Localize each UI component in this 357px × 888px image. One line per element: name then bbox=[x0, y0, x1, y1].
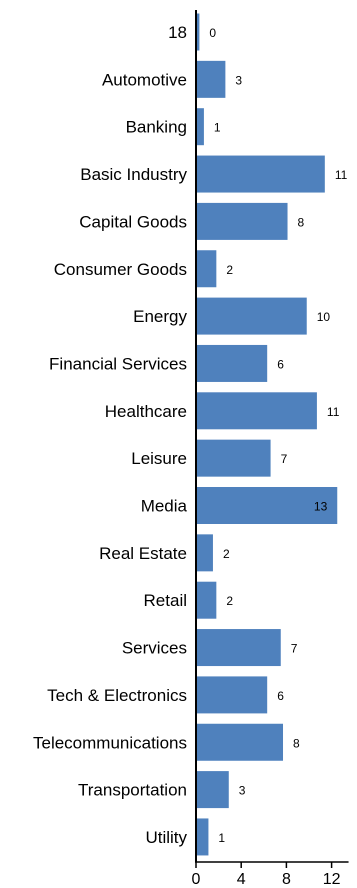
value-label-utility: 1 bbox=[218, 831, 225, 845]
x-tick-label-4: 4 bbox=[237, 871, 246, 888]
bar-media bbox=[196, 487, 338, 524]
category-label-18: 18 bbox=[168, 23, 187, 42]
category-label-leisure: Leisure bbox=[131, 449, 187, 468]
value-label-consumer-goods: 2 bbox=[226, 263, 233, 277]
x-axis-ticks: 0 4 8 12 bbox=[192, 862, 341, 888]
category-label-energy: Energy bbox=[133, 307, 187, 326]
category-label-automotive: Automotive bbox=[102, 70, 187, 89]
value-label-retail: 2 bbox=[226, 594, 233, 608]
category-label-capital-goods: Capital Goods bbox=[79, 212, 187, 231]
bar-services bbox=[196, 629, 281, 667]
category-label-banking: Banking bbox=[126, 118, 187, 137]
value-label-transportation: 3 bbox=[239, 784, 246, 798]
category-label-tech-and-electronics: Tech & Electronics bbox=[47, 686, 187, 705]
value-label-capital-goods: 8 bbox=[298, 215, 305, 229]
bar-telecommunications bbox=[196, 723, 284, 761]
category-label-services: Services bbox=[122, 639, 187, 658]
value-label-basic-industry: 11 bbox=[335, 168, 348, 182]
value-label-banking: 1 bbox=[214, 121, 221, 135]
bar-leisure bbox=[196, 439, 271, 477]
category-label-telecommunications: Telecommunications bbox=[33, 733, 187, 752]
category-labels: 18 Automotive Banking Basic Industry Capital… bbox=[33, 23, 188, 847]
category-label-retail: Retail bbox=[144, 591, 187, 610]
category-label-healthcare: Healthcare bbox=[105, 402, 187, 421]
bar-banking bbox=[196, 108, 204, 146]
value-label-leisure: 7 bbox=[281, 452, 288, 466]
category-label-financial-services: Financial Services bbox=[49, 354, 187, 373]
value-label-real-estate: 2 bbox=[223, 547, 230, 561]
x-tick-label-8: 8 bbox=[282, 871, 291, 888]
category-label-basic-industry: Basic Industry bbox=[80, 165, 187, 184]
value-label-healthcare: 11 bbox=[327, 405, 340, 419]
x-tick-label-0: 0 bbox=[192, 871, 201, 888]
bar-18 bbox=[196, 13, 200, 51]
value-label-tech-and-electronics: 6 bbox=[277, 689, 284, 703]
bar-tech-and-electronics bbox=[196, 676, 268, 714]
bar-real-estate bbox=[196, 534, 213, 572]
category-label-consumer-goods: Consumer Goods bbox=[54, 260, 187, 279]
bar-automotive bbox=[196, 60, 226, 98]
value-label-media: 13 bbox=[314, 500, 328, 514]
axes bbox=[195, 10, 349, 863]
category-label-real-estate: Real Estate bbox=[99, 544, 187, 563]
category-label-media: Media bbox=[141, 497, 188, 516]
x-tick-label-12: 12 bbox=[323, 871, 341, 888]
value-label-energy: 10 bbox=[317, 310, 331, 324]
bar-consumer-goods bbox=[196, 250, 217, 288]
value-label-services: 7 bbox=[291, 642, 298, 656]
bar-energy bbox=[196, 297, 307, 335]
category-label-transportation: Transportation bbox=[78, 781, 187, 800]
value-label-financial-services: 6 bbox=[277, 357, 284, 371]
value-label-automotive: 3 bbox=[235, 73, 242, 87]
bar-transportation bbox=[196, 771, 229, 809]
bar-basic-industry bbox=[196, 155, 325, 193]
value-label-telecommunications: 8 bbox=[293, 736, 300, 750]
bar-retail bbox=[196, 581, 217, 619]
category-label-utility: Utility bbox=[145, 828, 187, 847]
bar-utility bbox=[196, 818, 209, 856]
bars-layer bbox=[196, 13, 338, 856]
bar-financial-services bbox=[196, 344, 268, 382]
value-label-18: 0 bbox=[209, 26, 216, 40]
bar-healthcare bbox=[196, 392, 317, 430]
bar-capital-goods bbox=[196, 202, 288, 240]
